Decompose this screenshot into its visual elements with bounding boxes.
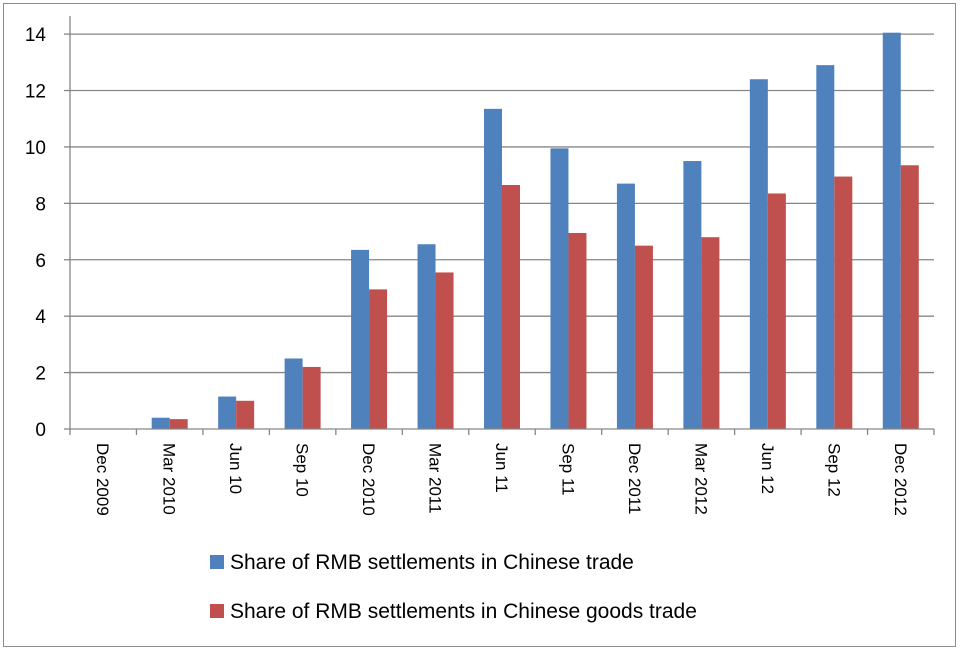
x-tick-label: Mar 2012 bbox=[691, 443, 710, 515]
legend: Share of RMB settlements in Chinese trad… bbox=[210, 551, 697, 623]
x-tick-label: Dec 2012 bbox=[891, 443, 910, 516]
bar-series-2 bbox=[169, 419, 188, 429]
bar-series-2 bbox=[701, 237, 720, 429]
legend-label: Share of RMB settlements in Chinese good… bbox=[230, 600, 697, 623]
bar-series-1 bbox=[484, 108, 502, 430]
bar-series-2 bbox=[900, 165, 919, 430]
bar-series-2 bbox=[302, 366, 321, 429]
y-tick-label: 4 bbox=[35, 307, 46, 328]
x-tick-label: Mar 2011 bbox=[426, 443, 445, 514]
bar-series-1 bbox=[417, 244, 436, 429]
bar-series-2 bbox=[502, 185, 520, 429]
y-tick-label: 14 bbox=[25, 25, 47, 46]
y-tick-label: 8 bbox=[35, 194, 46, 215]
y-tick-label: 2 bbox=[35, 364, 46, 385]
bar-series-1 bbox=[683, 161, 702, 429]
bars bbox=[151, 32, 919, 430]
bar-series-1 bbox=[882, 32, 901, 429]
x-tick-label: Dec 2010 bbox=[359, 443, 378, 516]
x-tick-label: Sep 11 bbox=[558, 443, 577, 496]
bar-series-2 bbox=[435, 272, 454, 429]
y-tick-label: 12 bbox=[25, 82, 46, 103]
x-tick-label: Sep 10 bbox=[293, 443, 312, 497]
bar-series-2 bbox=[369, 289, 388, 429]
bar-series-2 bbox=[767, 193, 786, 429]
legend-swatch bbox=[210, 604, 224, 618]
bar-chart: 0 2 4 6 8 10 12 14 Dec 2009 Mar 2010 Jun 10 Sep 10… bbox=[25, 16, 935, 623]
bar-series-1 bbox=[151, 417, 170, 429]
bar-series-2 bbox=[634, 245, 653, 429]
bar-series-1 bbox=[616, 183, 635, 429]
bar-series-1 bbox=[218, 396, 237, 429]
bar-series-1 bbox=[284, 358, 303, 429]
x-tick-label: Jun 12 bbox=[758, 443, 777, 494]
bar-series-1 bbox=[749, 79, 768, 429]
bar-series-1 bbox=[550, 148, 569, 430]
y-tick-labels: 0 2 4 6 8 10 12 14 bbox=[25, 25, 47, 441]
bar-series-1 bbox=[351, 249, 370, 429]
bar-series-2 bbox=[834, 176, 853, 429]
x-tick-label: Dec 2009 bbox=[93, 443, 112, 516]
x-tick-label: Jun 11 bbox=[492, 443, 511, 493]
y-tick-label: 0 bbox=[35, 420, 46, 441]
y-tick-label: 10 bbox=[25, 138, 46, 159]
chart-frame: 0 2 4 6 8 10 12 14 Dec 2009 Mar 2010 Jun 10 Sep 10… bbox=[3, 3, 956, 647]
bar-series-2 bbox=[236, 400, 255, 429]
legend-swatch bbox=[210, 555, 224, 569]
x-tick-labels: Dec 2009 Mar 2010 Jun 10 Sep 10 Dec 2010 Mar … bbox=[93, 443, 910, 516]
x-tick-label: Jun 10 bbox=[226, 443, 245, 494]
axes bbox=[64, 16, 935, 435]
bar-series-1 bbox=[816, 65, 835, 429]
x-tick-label: Mar 2010 bbox=[160, 443, 179, 515]
bar-series-2 bbox=[568, 232, 587, 429]
y-tick-label: 6 bbox=[35, 251, 46, 272]
legend-label: Share of RMB settlements in Chinese trad… bbox=[230, 551, 634, 574]
x-tick-label: Sep 12 bbox=[824, 443, 843, 497]
x-tick-label: Dec 2011 bbox=[625, 443, 644, 515]
